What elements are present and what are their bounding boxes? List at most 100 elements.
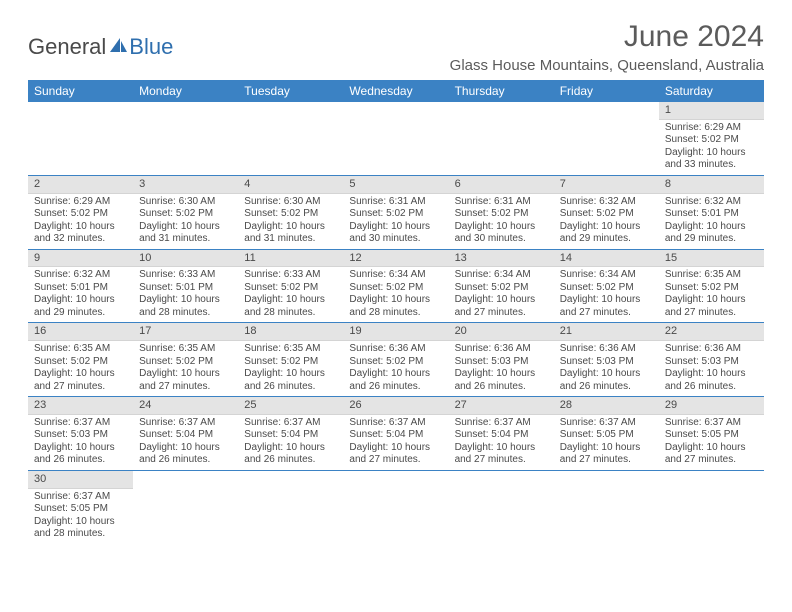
sunrise-line: Sunrise: 6:35 AM [665,269,758,282]
daylight-label: Daylight: [665,147,707,158]
brand-part2: Blue [129,34,173,60]
day-body-empty [554,119,659,167]
day-number-empty [554,471,659,488]
calendar-cell: 9Sunrise: 6:32 AMSunset: 5:01 PMDaylight… [28,249,133,323]
sunset-line: Sunset: 5:04 PM [139,429,232,442]
day-number: 23 [28,397,133,415]
calendar-cell: 19Sunrise: 6:36 AMSunset: 5:02 PMDayligh… [343,323,448,397]
sunrise-label: Sunrise: [244,417,283,428]
daylight-label: Daylight: [349,368,391,379]
month-title: June 2024 [450,20,764,53]
sunset-line: Sunset: 5:01 PM [34,282,127,295]
calendar-week: 30Sunrise: 6:37 AMSunset: 5:05 PMDayligh… [28,470,764,543]
sunset-value: 5:03 PM [71,429,108,440]
daylight-line: Daylight: 10 hours and 28 minutes. [349,294,442,319]
sunset-value: 5:05 PM [702,429,739,440]
day-number: 26 [343,397,448,415]
sunset-label: Sunset: [455,208,492,219]
calendar-week: 23Sunrise: 6:37 AMSunset: 5:03 PMDayligh… [28,397,764,471]
sunrise-value: 6:37 AM [73,417,110,428]
sunset-value: 5:02 PM [176,356,213,367]
sunrise-value: 6:37 AM [704,417,741,428]
day-number-empty [28,102,133,119]
title-block: June 2024 Glass House Mountains, Queensl… [450,20,764,74]
sunset-value: 5:03 PM [596,356,633,367]
day-number-empty [449,471,554,488]
sunset-label: Sunset: [34,282,71,293]
sunrise-line: Sunrise: 6:31 AM [455,196,548,209]
sunset-line: Sunset: 5:02 PM [665,282,758,295]
sunrise-value: 6:31 AM [494,196,531,207]
calendar-cell: 22Sunrise: 6:36 AMSunset: 5:03 PMDayligh… [659,323,764,397]
daylight-line: Daylight: 10 hours and 26 minutes. [455,368,548,393]
sunset-label: Sunset: [349,282,386,293]
sunset-line: Sunset: 5:02 PM [244,282,337,295]
sunset-label: Sunset: [244,356,281,367]
sunset-line: Sunset: 5:02 PM [455,208,548,221]
sunrise-label: Sunrise: [349,417,388,428]
sunrise-value: 6:31 AM [389,196,426,207]
sunset-value: 5:02 PM [281,208,318,219]
sunset-line: Sunset: 5:04 PM [455,429,548,442]
daylight-line: Daylight: 10 hours and 27 minutes. [455,442,548,467]
day-body-empty [133,119,238,167]
day-body: Sunrise: 6:35 AMSunset: 5:02 PMDaylight:… [659,267,764,322]
sunrise-line: Sunrise: 6:37 AM [139,417,232,430]
day-body: Sunrise: 6:32 AMSunset: 5:02 PMDaylight:… [554,194,659,249]
sunset-label: Sunset: [455,282,492,293]
sunset-line: Sunset: 5:01 PM [139,282,232,295]
daylight-label: Daylight: [244,442,286,453]
day-header: Monday [133,80,238,102]
calendar-body: 1Sunrise: 6:29 AMSunset: 5:02 PMDaylight… [28,102,764,544]
daylight-line: Daylight: 10 hours and 27 minutes. [665,294,758,319]
calendar-cell: 3Sunrise: 6:30 AMSunset: 5:02 PMDaylight… [133,175,238,249]
sunrise-value: 6:32 AM [73,269,110,280]
day-body: Sunrise: 6:29 AMSunset: 5:02 PMDaylight:… [659,120,764,175]
calendar-cell [133,470,238,543]
day-number-empty [554,102,659,119]
daylight-label: Daylight: [665,221,707,232]
sunrise-line: Sunrise: 6:36 AM [665,343,758,356]
sunset-value: 5:02 PM [386,356,423,367]
sunrise-value: 6:37 AM [284,417,321,428]
sunset-label: Sunset: [139,282,176,293]
calendar-cell: 13Sunrise: 6:34 AMSunset: 5:02 PMDayligh… [449,249,554,323]
sunrise-value: 6:29 AM [704,122,741,133]
daylight-line: Daylight: 10 hours and 26 minutes. [560,368,653,393]
day-number: 7 [554,176,659,194]
calendar-cell: 30Sunrise: 6:37 AMSunset: 5:05 PMDayligh… [28,470,133,543]
daylight-line: Daylight: 10 hours and 29 minutes. [665,221,758,246]
sunrise-line: Sunrise: 6:32 AM [665,196,758,209]
sunset-label: Sunset: [34,356,71,367]
calendar-cell: 29Sunrise: 6:37 AMSunset: 5:05 PMDayligh… [659,397,764,471]
sunset-label: Sunset: [455,356,492,367]
sunset-value: 5:01 PM [71,282,108,293]
daylight-label: Daylight: [560,294,602,305]
daylight-line: Daylight: 10 hours and 30 minutes. [455,221,548,246]
sunrise-line: Sunrise: 6:31 AM [349,196,442,209]
sunset-line: Sunset: 5:03 PM [560,356,653,369]
sunset-value: 5:02 PM [702,134,739,145]
sunset-label: Sunset: [455,429,492,440]
day-header: Tuesday [238,80,343,102]
sunrise-label: Sunrise: [665,343,704,354]
day-body: Sunrise: 6:33 AMSunset: 5:02 PMDaylight:… [238,267,343,322]
sunset-value: 5:01 PM [702,208,739,219]
sunrise-line: Sunrise: 6:36 AM [455,343,548,356]
day-body: Sunrise: 6:37 AMSunset: 5:05 PMDaylight:… [659,415,764,470]
sunset-label: Sunset: [349,356,386,367]
sunrise-label: Sunrise: [34,343,73,354]
day-body: Sunrise: 6:35 AMSunset: 5:02 PMDaylight:… [133,341,238,396]
calendar-cell: 6Sunrise: 6:31 AMSunset: 5:02 PMDaylight… [449,175,554,249]
sunrise-label: Sunrise: [560,269,599,280]
calendar-cell: 8Sunrise: 6:32 AMSunset: 5:01 PMDaylight… [659,175,764,249]
sunset-value: 5:04 PM [491,429,528,440]
sunset-value: 5:02 PM [71,208,108,219]
sunset-line: Sunset: 5:02 PM [139,356,232,369]
sunrise-line: Sunrise: 6:36 AM [560,343,653,356]
sunset-label: Sunset: [244,429,281,440]
sunset-value: 5:02 PM [176,208,213,219]
sunset-label: Sunset: [244,208,281,219]
day-body-empty [28,119,133,167]
sunrise-line: Sunrise: 6:33 AM [244,269,337,282]
